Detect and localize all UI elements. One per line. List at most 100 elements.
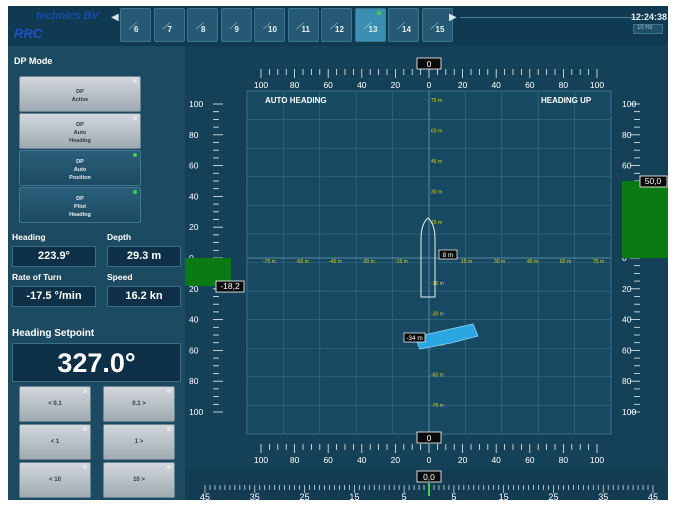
tab-label: 6	[134, 25, 139, 34]
thruster-tab-icon: ⟋	[330, 21, 337, 31]
bottom-scale-label: 60	[525, 455, 535, 465]
bottom-scale-label: 40	[357, 455, 367, 465]
left-bar-value: -18,2	[220, 281, 240, 291]
bottom-scale-label: 20	[391, 455, 401, 465]
grid-y-label: 75 m	[431, 98, 442, 104]
left-scale-label: 100	[189, 99, 203, 109]
own-ship-outline	[420, 217, 436, 298]
mode-indicator	[133, 116, 137, 120]
depth-value: 29.3 m	[107, 246, 181, 267]
right-bar-value-box	[639, 175, 668, 188]
setpoint-step-button[interactable]: 0.1 >	[103, 386, 175, 422]
tab-10[interactable]: ⟋ 10	[254, 8, 285, 42]
tabs-left-arrow-icon[interactable]: ◀	[111, 12, 119, 23]
bottom-scale-label: 60	[323, 455, 333, 465]
left-scale-label: 60	[189, 161, 199, 171]
dp-mode-label: Position	[69, 175, 91, 181]
tab-7[interactable]: ⟋ 7	[153, 8, 185, 42]
tab-14[interactable]: ⟋ 14	[388, 8, 419, 42]
heading-value: 223.9°	[12, 246, 96, 267]
own-ship-tag-box	[438, 249, 458, 260]
right-bar-value: 50,0	[645, 176, 662, 186]
dp-mode-label: Auto	[73, 167, 87, 173]
heading-label: Heading	[12, 232, 46, 242]
top-scale-label: 100	[590, 80, 604, 90]
grid-y-label: -60 m	[431, 373, 444, 379]
heading-setpoint-value[interactable]: 327.0°	[12, 343, 181, 382]
dp-mode-title: DP Mode	[14, 56, 53, 66]
tab-12[interactable]: ⟋ 12	[321, 8, 352, 42]
grid-y-label: -30 m	[431, 312, 444, 318]
right-bar	[622, 181, 668, 258]
thruster-tab-icon: ⟋	[430, 21, 437, 31]
heading-display: -75 m -60 m -45 m -30 m -15 m 15 m 30 m 45 m 60 …	[185, 46, 668, 500]
tab-15[interactable]: ⟋ 15	[421, 8, 453, 42]
step-indicator	[167, 389, 171, 393]
dp-mode-auto-position-button[interactable]: DP Auto Position	[19, 150, 141, 186]
rudder-scale-label: 35	[598, 492, 608, 500]
dp-mode-auto-heading-button[interactable]: DP Auto Heading	[19, 113, 141, 149]
grid-y-label: 15 m	[431, 220, 442, 226]
grid-x-label: -45 m	[329, 259, 342, 265]
setpoint-step-button[interactable]: 10 >	[103, 462, 175, 498]
thruster-tab-icon: ⟋	[363, 21, 370, 31]
tab-13[interactable]: ⟋ 13	[354, 8, 386, 42]
rudder-value: 0,0	[423, 472, 435, 482]
grid-x-label: 45 m	[527, 259, 538, 265]
target-tag-box	[403, 332, 426, 343]
rate-of-turn-value: -17.5 °/min	[12, 286, 96, 307]
top-scale-value-box	[416, 57, 442, 70]
tab-6[interactable]: ⟋ 6	[120, 8, 151, 42]
bottom-scale-label: 40	[491, 455, 501, 465]
dp-control-window: technics BV RRC ◀ ⟋ 6 ⟋ 7 ⟋ 8 ⟋ 9 ⟋ 10 ⟋ 11 ⟋ 12 ⟋ 13 ⟋ 1…	[8, 6, 668, 500]
step-indicator	[167, 465, 171, 469]
step-indicator	[83, 389, 87, 393]
top-bar: technics BV RRC ◀ ⟋ 6 ⟋ 7 ⟋ 8 ⟋ 9 ⟋ 10 ⟋ 11 ⟋ 12 ⟋ 13 ⟋ 1…	[8, 6, 668, 46]
grid-x-label: -30 m	[362, 259, 375, 265]
tab-label: 14	[402, 25, 411, 34]
top-scale-value: 0	[427, 59, 432, 69]
speed-label: Speed	[107, 272, 133, 282]
tab-11[interactable]: ⟋ 11	[287, 8, 319, 42]
top-scale-label: 80	[290, 80, 300, 90]
rudder-value-box	[416, 470, 442, 483]
step-indicator	[83, 427, 87, 431]
thruster-tab-icon: ⟋	[296, 21, 303, 31]
tab-label: 12	[335, 25, 344, 34]
tab-label: 15	[435, 25, 445, 34]
tab-indicator	[376, 11, 381, 15]
grid-y-label: 60 m	[431, 129, 442, 135]
setpoint-step-button[interactable]: < 10	[19, 462, 91, 498]
dp-mode-pilot-heading-button[interactable]: DP Pilot Heading	[19, 187, 141, 223]
tab-label: 8	[201, 25, 206, 34]
grid-y-label: -15 m	[431, 281, 444, 287]
bottom-scale-label: 0	[427, 455, 432, 465]
dp-mode-label: Heading	[69, 212, 91, 218]
setpoint-step-button[interactable]: < 0.1	[19, 386, 91, 422]
step-indicator	[83, 465, 87, 469]
dp-mode-active-button[interactable]: DP Active	[19, 76, 141, 112]
setpoint-step-button[interactable]: 1 >	[103, 424, 175, 460]
company-logo: technics BV RRC	[12, 8, 112, 42]
tabs-right-arrow-icon[interactable]: ▶	[449, 12, 457, 23]
tab-label: 9	[234, 25, 239, 34]
tab-8[interactable]: ⟋ 8	[187, 8, 218, 42]
right-scale-label: 40	[622, 315, 632, 325]
left-panel: DP Mode DP Active DP Auto Heading DP Auto Posit…	[8, 46, 185, 500]
rudder-scale-label: 35	[250, 492, 260, 500]
left-scale-label: 40	[189, 315, 199, 325]
tab-9[interactable]: ⟋ 9	[220, 8, 252, 42]
grid-x-label: 30 m	[494, 259, 505, 265]
depth-label: Depth	[107, 232, 132, 242]
setpoint-step-button[interactable]: < 1	[19, 424, 91, 460]
own-ship-tag: 8 m	[443, 252, 454, 259]
rudder-scale-label: 5	[451, 492, 456, 500]
mode-left-label: AUTO HEADING	[265, 96, 327, 105]
heading-setpoint-title: Heading Setpoint	[12, 328, 95, 339]
right-scale-label: 80	[622, 376, 632, 386]
right-scale-label: 20	[622, 284, 632, 294]
right-scale-label: 80	[622, 130, 632, 140]
target-vessel	[414, 323, 479, 350]
logo-mark: RRC	[14, 26, 43, 41]
top-divider	[460, 17, 638, 18]
